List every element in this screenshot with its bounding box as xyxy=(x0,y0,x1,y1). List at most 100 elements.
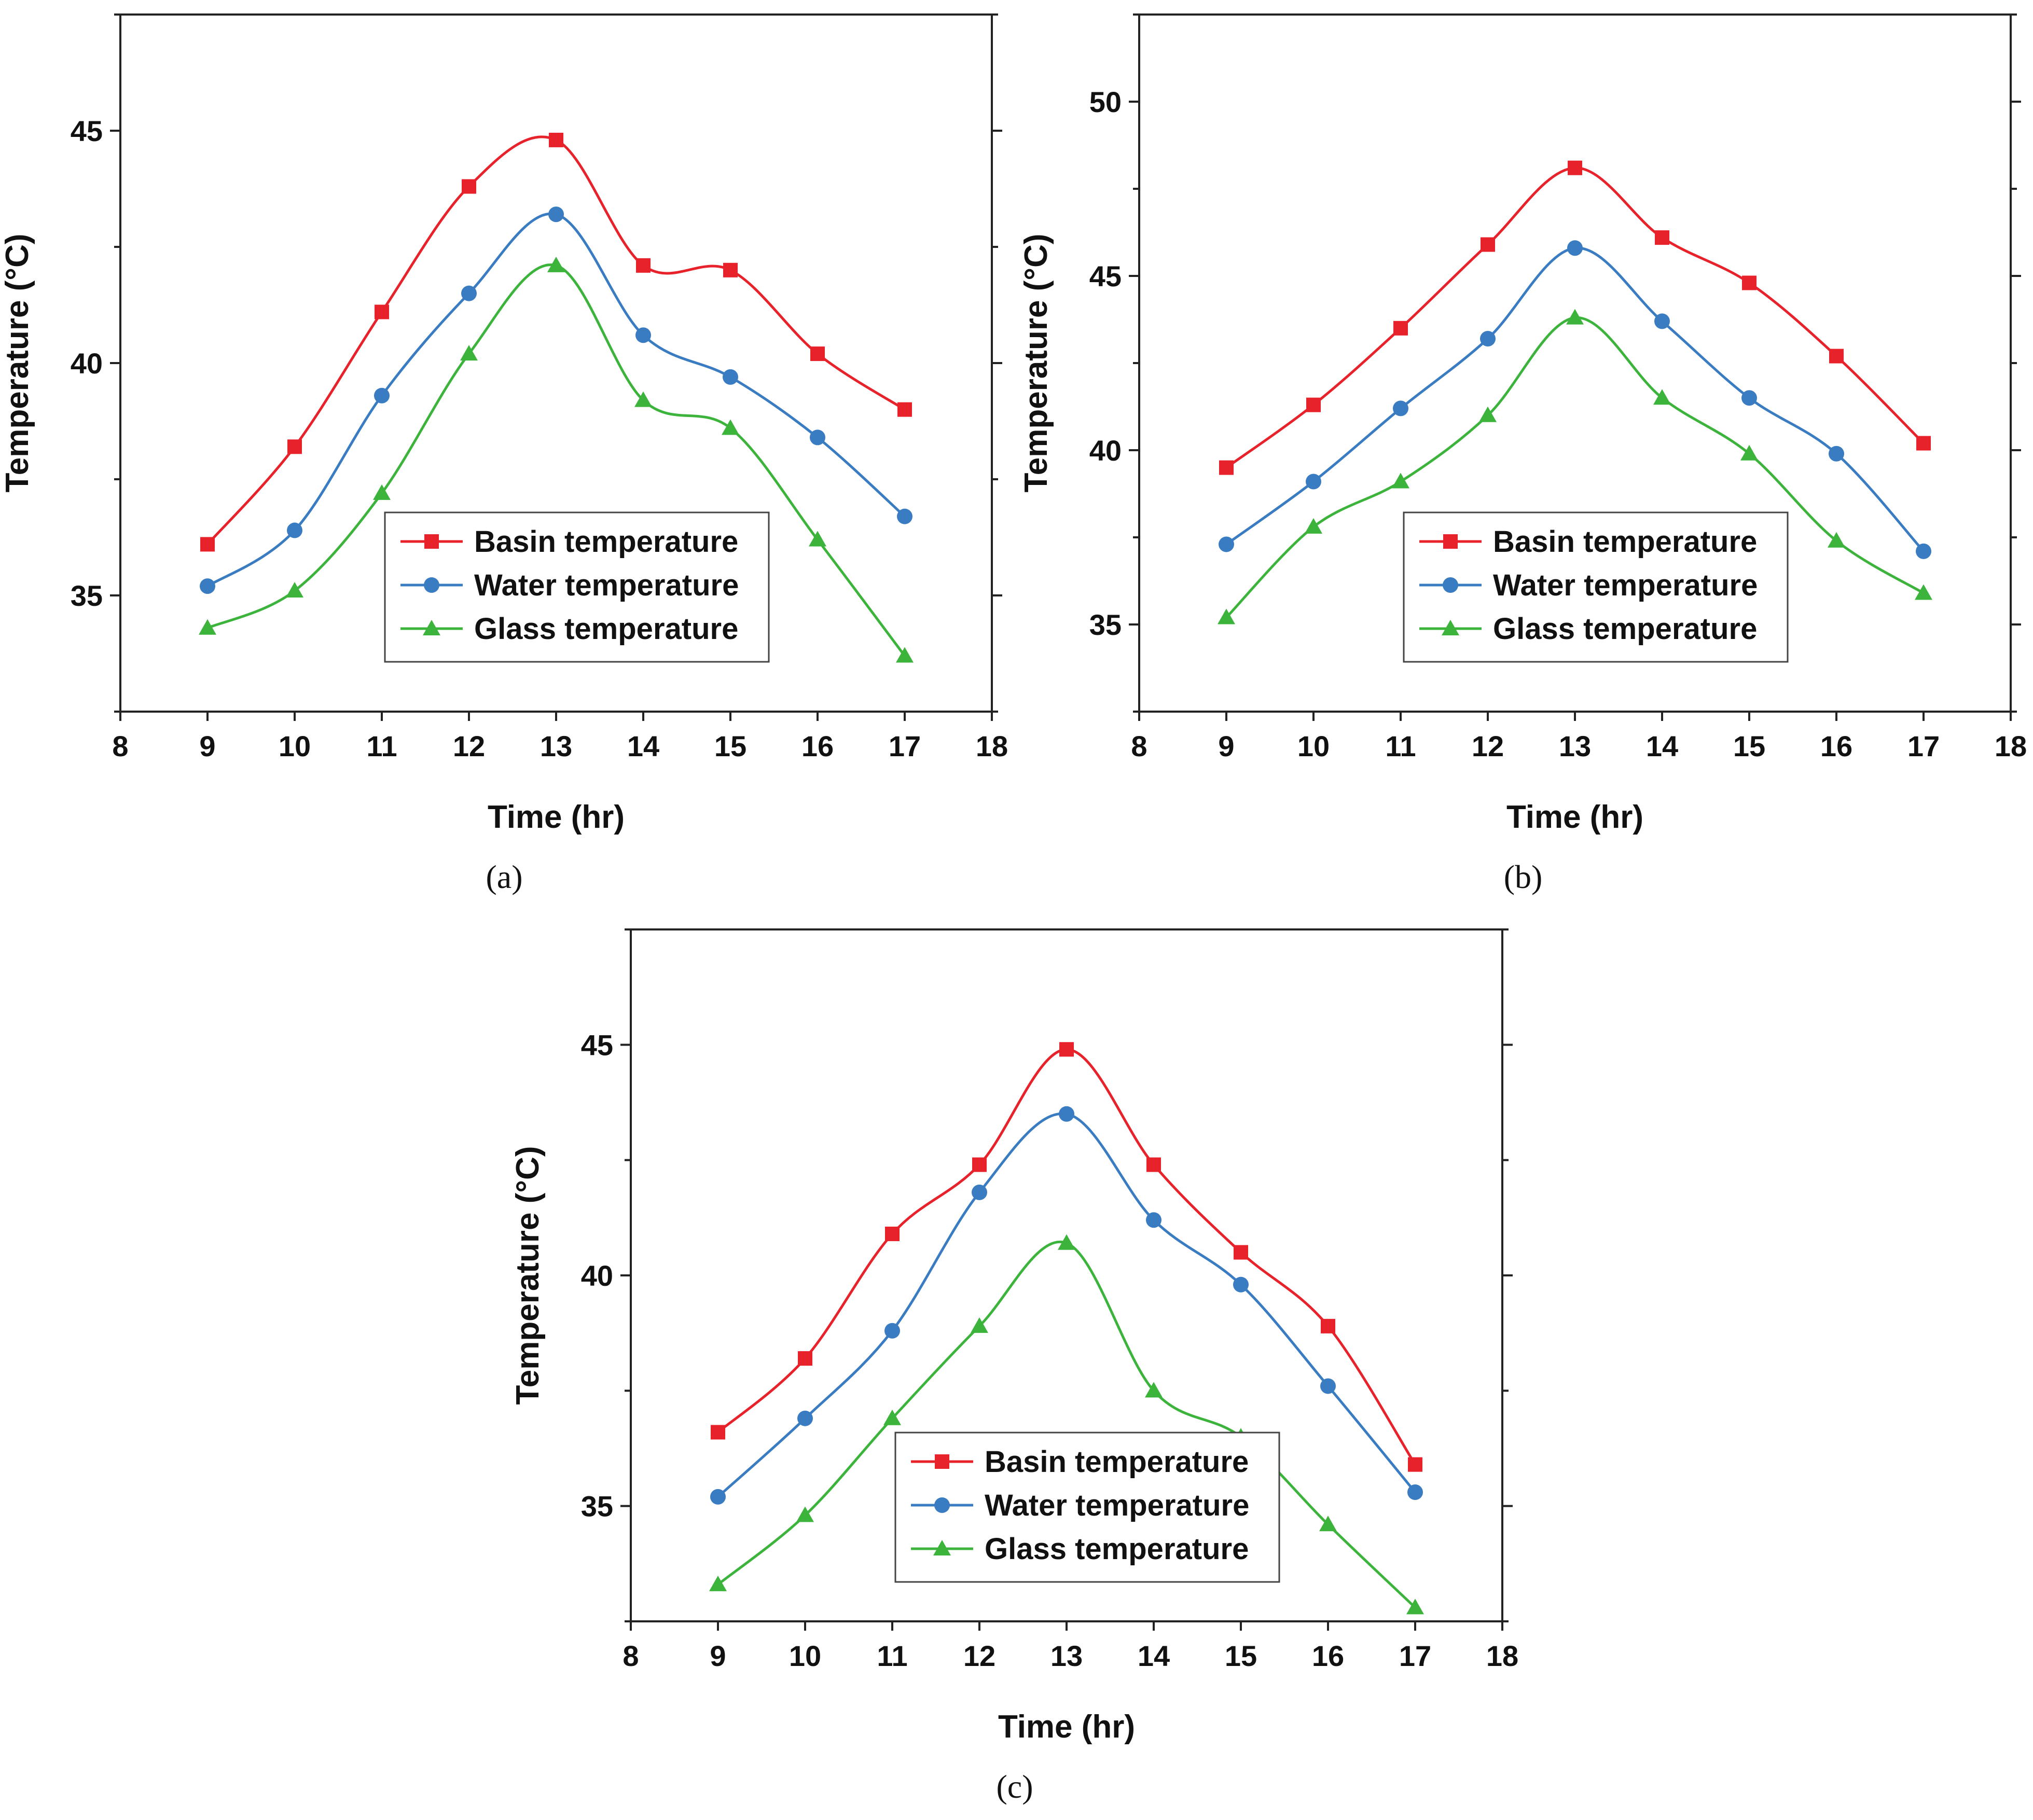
panel-label: (a) xyxy=(486,858,522,895)
data-point xyxy=(1392,473,1409,489)
data-point xyxy=(1393,400,1408,416)
x-tick-label: 18 xyxy=(1486,1640,1518,1672)
x-tick-label: 14 xyxy=(627,730,659,762)
series-basin-temperature xyxy=(1219,160,1931,475)
x-tick-label: 8 xyxy=(623,1640,639,1672)
series-glass-temperature xyxy=(709,1234,1424,1615)
data-point xyxy=(1915,584,1932,600)
y-tick-label: 50 xyxy=(1089,86,1122,118)
series-glass-temperature xyxy=(1218,309,1932,624)
data-point xyxy=(723,262,738,277)
data-point xyxy=(1320,1378,1336,1394)
legend-item: Glass temperature xyxy=(400,612,738,646)
x-tick-label: 11 xyxy=(1385,730,1416,762)
x-tick-label: 12 xyxy=(453,730,485,762)
x-tick-label: 8 xyxy=(112,730,128,762)
legend-marker xyxy=(933,1540,951,1555)
data-point xyxy=(635,327,651,343)
legend-box xyxy=(384,511,770,663)
y-tick-label: 35 xyxy=(1089,608,1122,641)
x-tick-label: 9 xyxy=(710,1640,726,1672)
data-point xyxy=(972,1184,987,1200)
y-axis: 35 40 45 50 xyxy=(1089,13,2021,713)
x-tick-label: 14 xyxy=(1646,730,1678,762)
data-point xyxy=(1233,1276,1249,1293)
data-point xyxy=(1219,460,1234,475)
panel-a: 8 9 10 11 12 13 14 15 16 17 18 35 40 45 Time (hr) Tempe… xyxy=(0,13,1008,895)
x-tick-label: 17 xyxy=(1399,1640,1431,1672)
data-point xyxy=(1059,1042,1074,1057)
legend-marker xyxy=(935,1454,949,1469)
data-point xyxy=(1566,309,1584,325)
x-axis-title: Time (hr) xyxy=(998,1709,1135,1745)
x-tick-label: 12 xyxy=(963,1640,995,1672)
data-point xyxy=(709,1575,727,1591)
data-point xyxy=(287,522,302,538)
data-point xyxy=(1829,446,1844,462)
panel-label: (b) xyxy=(1504,858,1543,895)
data-point xyxy=(810,346,825,362)
x-tick-label: 12 xyxy=(1472,730,1504,762)
y-tick-label: 40 xyxy=(581,1259,613,1292)
series-water-temperature xyxy=(200,206,912,594)
data-point xyxy=(1480,330,1496,346)
legend-marker xyxy=(1443,577,1458,593)
data-point xyxy=(883,1409,901,1425)
legend-item: Water temperature xyxy=(400,568,739,602)
data-point xyxy=(1828,532,1845,548)
legend-item: Basin temperature xyxy=(1419,525,1757,559)
series-line xyxy=(206,135,906,546)
data-point xyxy=(1916,543,1931,559)
y-tick-label: 35 xyxy=(71,579,103,612)
data-point xyxy=(460,345,478,361)
data-point xyxy=(1655,230,1669,245)
y-tick-label: 45 xyxy=(71,115,103,147)
series-basin-temperature xyxy=(711,1042,1422,1472)
legend-label: Glass temperature xyxy=(1493,612,1757,646)
y-tick-label: 35 xyxy=(581,1490,613,1523)
x-axis-title: Time (hr) xyxy=(1506,799,1643,835)
legend-label: Water temperature xyxy=(474,568,739,602)
data-point xyxy=(1408,1457,1422,1472)
legend-label: Water temperature xyxy=(1493,568,1758,602)
x-tick-label: 13 xyxy=(1050,1640,1083,1672)
data-point xyxy=(971,1317,988,1333)
x-tick-label: 17 xyxy=(1907,730,1940,762)
legend-marker xyxy=(424,577,439,593)
data-point xyxy=(1393,321,1408,336)
data-point xyxy=(711,1425,725,1440)
x-tick-label: 17 xyxy=(889,730,921,762)
data-point xyxy=(1234,1245,1248,1260)
data-point xyxy=(884,1323,900,1339)
data-point xyxy=(375,304,389,319)
data-point xyxy=(710,1489,726,1505)
y-tick-label: 40 xyxy=(1089,434,1122,467)
x-tick-label: 15 xyxy=(1733,730,1765,762)
x-tick-label: 15 xyxy=(714,730,746,762)
data-point xyxy=(1479,406,1497,422)
data-point xyxy=(1306,397,1321,412)
data-point xyxy=(200,578,215,594)
x-tick-label: 16 xyxy=(1820,730,1852,762)
data-point xyxy=(461,285,477,301)
series-basin-temperature xyxy=(200,132,912,552)
legend-label: Glass temperature xyxy=(985,1532,1249,1566)
data-point xyxy=(1059,1106,1074,1122)
data-point xyxy=(1305,518,1322,534)
x-tick-label: 10 xyxy=(789,1640,821,1672)
series-water-temperature xyxy=(1219,240,1931,559)
data-point xyxy=(722,419,739,435)
data-point xyxy=(1654,313,1670,329)
x-tick-label: 16 xyxy=(801,730,834,762)
data-point xyxy=(1319,1516,1337,1532)
data-point xyxy=(1145,1382,1163,1398)
data-point xyxy=(373,484,391,500)
data-point xyxy=(1321,1318,1335,1333)
y-axis-title: Temperature (°C) xyxy=(1018,233,1054,492)
x-axis-title: Time (hr) xyxy=(488,799,625,835)
legend-marker xyxy=(1443,534,1458,549)
data-point xyxy=(1407,1484,1423,1500)
legend-box xyxy=(1403,511,1789,663)
data-point xyxy=(723,369,738,385)
legend: Basin temperature Water temperature Glass … xyxy=(894,1432,1280,1583)
